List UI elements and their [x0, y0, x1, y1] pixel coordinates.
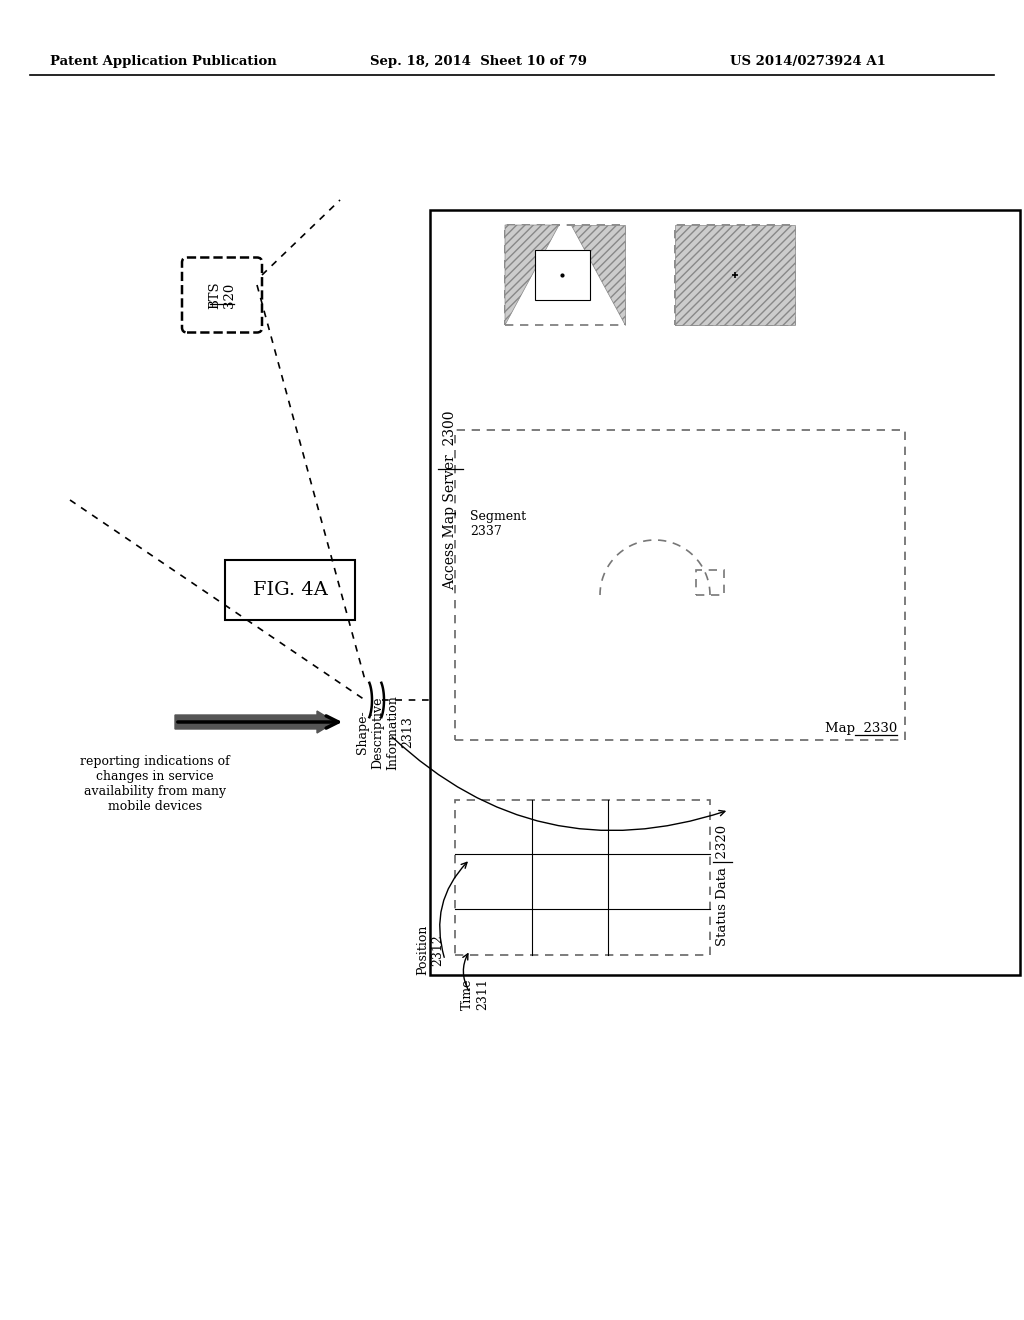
Text: Sep. 18, 2014  Sheet 10 of 79: Sep. 18, 2014 Sheet 10 of 79	[370, 55, 587, 69]
Text: Time
2311: Time 2311	[461, 978, 489, 1010]
Bar	[696, 570, 724, 595]
FancyArrow shape	[175, 711, 335, 733]
Bar	[225, 560, 355, 620]
Polygon shape	[505, 224, 559, 325]
Bar	[675, 224, 795, 325]
Bar	[535, 249, 590, 300]
Text: Map  2330: Map 2330	[824, 722, 897, 735]
Bar	[455, 430, 905, 741]
Text: Access Map Server  2300: Access Map Server 2300	[443, 411, 457, 590]
Text: Position
2312: Position 2312	[416, 924, 444, 975]
Bar	[505, 224, 625, 325]
Text: reporting indications of
changes in service
availability from many
mobile device: reporting indications of changes in serv…	[80, 755, 229, 813]
Text: Patent Application Publication: Patent Application Publication	[50, 55, 276, 69]
Text: Status Data  2320: Status Data 2320	[716, 825, 728, 946]
Bar	[455, 800, 710, 954]
Text: Segment
2337: Segment 2337	[470, 510, 526, 539]
Text: Shape-
Descriptive
Information
2313: Shape- Descriptive Information 2313	[356, 696, 414, 770]
Text: BTS
320: BTS 320	[208, 281, 236, 309]
Bar	[675, 224, 795, 325]
Polygon shape	[571, 224, 625, 325]
Text: US 2014/0273924 A1: US 2014/0273924 A1	[730, 55, 886, 69]
Text: FIG. 4A: FIG. 4A	[253, 581, 328, 599]
Bar	[430, 210, 1020, 975]
